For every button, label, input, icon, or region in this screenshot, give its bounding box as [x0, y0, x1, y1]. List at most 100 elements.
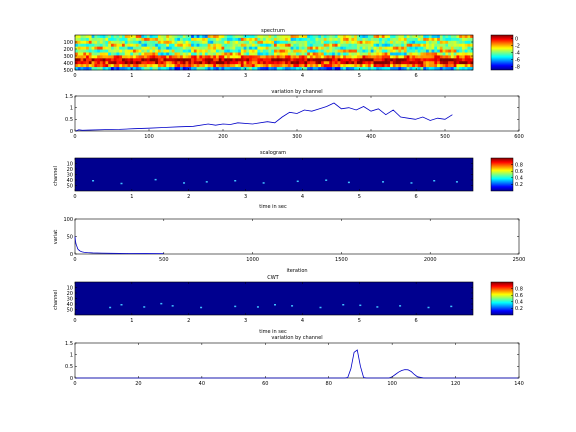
heatmap-cell [155, 49, 159, 53]
heatmap-cell [337, 37, 341, 42]
heatmap-cell [185, 61, 189, 65]
heatmap-cell [332, 67, 336, 71]
heatmap-cell [102, 46, 106, 50]
x-tick-label: 0 [73, 194, 76, 200]
heatmap-cell [182, 58, 186, 62]
heatmap-cell [185, 64, 189, 68]
x-tick-label: 3 [244, 73, 247, 79]
heatmap-point [382, 181, 385, 183]
heatmap-cell [243, 46, 247, 50]
heatmap-cell [459, 58, 463, 62]
heatmap-cell [102, 55, 106, 59]
heatmap-cell [298, 52, 302, 56]
heatmap-cell [296, 49, 300, 53]
heatmap-cell [304, 52, 308, 56]
heatmap-cell [174, 35, 178, 39]
heatmap-cell [97, 58, 101, 62]
heatmap-cell [160, 58, 164, 62]
heatmap-cell [110, 64, 114, 68]
heatmap-cell [127, 46, 131, 50]
heatmap-cell [271, 40, 275, 45]
heatmap-cell [113, 61, 117, 65]
heatmap-cell [193, 52, 197, 56]
heatmap-cell [229, 49, 233, 53]
heatmap-cell [202, 64, 206, 68]
heatmap-cell [260, 55, 264, 59]
heatmap-cell [166, 49, 170, 53]
heatmap-cell [434, 55, 438, 59]
heatmap-cell [279, 35, 283, 39]
heatmap-cell [406, 40, 410, 45]
heatmap-cell [398, 67, 402, 71]
heatmap-cell [423, 64, 427, 68]
heatmap-cell [340, 64, 344, 68]
heatmap-cell [251, 40, 255, 45]
heatmap-cell [312, 43, 316, 47]
heatmap-cell [343, 64, 347, 68]
heatmap-cell [332, 40, 336, 45]
heatmap-cell [196, 49, 200, 53]
heatmap-cell [337, 46, 341, 50]
y-tick-label: 50 [67, 234, 73, 240]
heatmap-cell [390, 43, 394, 47]
heatmap-cell [207, 61, 211, 65]
heatmap-cell [403, 37, 407, 42]
heatmap-cell [450, 46, 454, 50]
heatmap-cell [290, 67, 294, 71]
heatmap-cell [285, 46, 289, 50]
heatmap-cell [453, 35, 457, 39]
heatmap-cell [202, 52, 206, 56]
heatmap-cell [243, 58, 247, 62]
heatmap-cell [315, 55, 319, 59]
x-tick-label: 4 [301, 73, 304, 79]
heatmap-cell [392, 67, 396, 71]
heatmap-cell [320, 64, 325, 68]
heatmap-cell [367, 64, 372, 68]
heatmap-cell [423, 40, 427, 45]
heatmap-cell [420, 37, 424, 42]
heatmap-point [291, 305, 294, 307]
heatmap-cell [105, 61, 109, 65]
heatmap-cell [326, 67, 330, 71]
heatmap-point [205, 181, 208, 183]
heatmap-cell [254, 35, 258, 39]
heatmap-cell [437, 61, 441, 65]
heatmap-cell [257, 55, 261, 59]
heatmap-cell [296, 55, 300, 59]
heatmap-cell [367, 52, 372, 56]
heatmap-cell [180, 67, 184, 71]
variation-iter-xlabel: iteration [286, 268, 307, 274]
heatmap-cell [133, 58, 137, 62]
heatmap-cell [229, 52, 233, 56]
heatmap-cell [403, 61, 407, 65]
y-tick-label: 20 [67, 167, 73, 173]
heatmap-cell [343, 49, 347, 53]
heatmap-cell [229, 67, 233, 71]
heatmap-cell [193, 61, 197, 65]
heatmap-cell [312, 49, 316, 53]
heatmap-cell [318, 61, 322, 65]
x-tick-label: 100 [387, 381, 397, 387]
heatmap-cell [229, 64, 233, 68]
heatmap-cell [215, 43, 220, 47]
heatmap-cell [77, 35, 81, 39]
heatmap-cell [320, 67, 325, 71]
variation-iter-panel: iteration variat 0 500 1000 1500 2000 2500050… [53, 217, 525, 274]
series-line [75, 102, 453, 132]
heatmap-cell [86, 58, 90, 62]
heatmap-cell [304, 64, 308, 68]
heatmap-cell [279, 67, 283, 71]
heatmap-cell [268, 49, 272, 53]
heatmap-cell [467, 40, 471, 45]
heatmap-cell [450, 64, 454, 68]
heatmap-cell [133, 52, 137, 56]
heatmap-cell [301, 35, 305, 39]
heatmap-cell [113, 49, 117, 53]
heatmap-cell [213, 61, 217, 65]
heatmap-cell [116, 35, 120, 39]
heatmap-cell [127, 40, 131, 45]
heatmap-cell [235, 37, 239, 42]
heatmap-cell [381, 37, 385, 42]
heatmap-cell [88, 61, 92, 65]
heatmap-cell [298, 46, 302, 50]
